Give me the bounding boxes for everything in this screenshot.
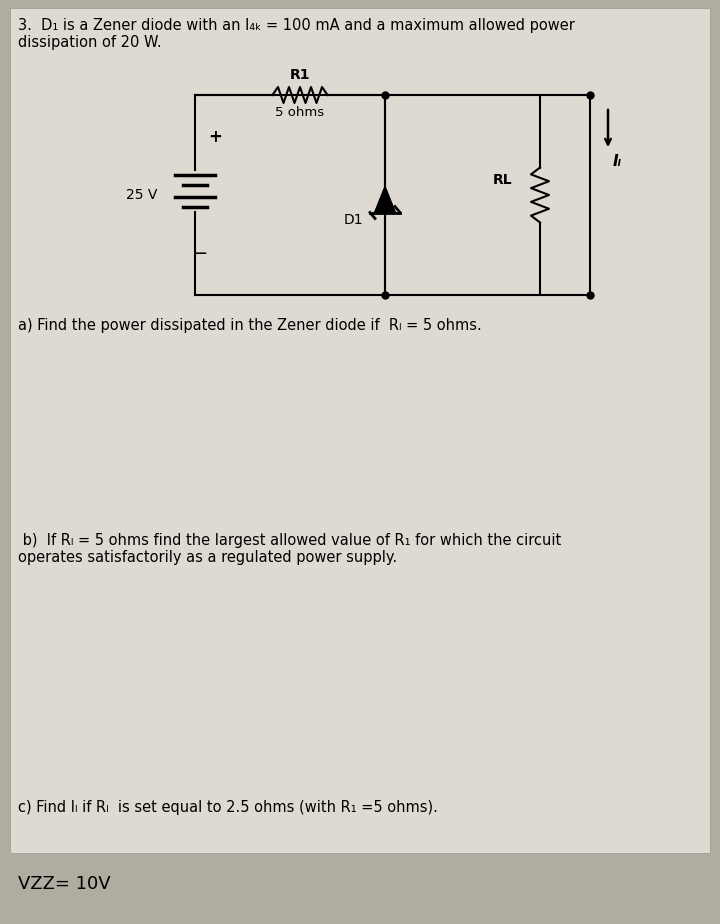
Text: b)  If Rₗ = 5 ohms find the largest allowed value of R₁ for which the circuit: b) If Rₗ = 5 ohms find the largest allow… — [18, 533, 562, 548]
Text: c) Find Iₗ if Rₗ  is set equal to 2.5 ohms (with R₁ =5 ohms).: c) Find Iₗ if Rₗ is set equal to 2.5 ohm… — [18, 800, 438, 815]
Text: RL: RL — [492, 173, 512, 187]
Text: 5 ohms: 5 ohms — [276, 106, 325, 119]
Polygon shape — [375, 188, 395, 213]
Text: 3.  D₁ is a Zener diode with an I₄ₖ = 100 mA and a maximum allowed power: 3. D₁ is a Zener diode with an I₄ₖ = 100… — [18, 18, 575, 33]
Text: VZZ= 10V: VZZ= 10V — [18, 875, 111, 893]
Text: 25 V: 25 V — [125, 188, 157, 202]
FancyBboxPatch shape — [10, 8, 710, 853]
Text: +: + — [208, 128, 222, 146]
Text: −: − — [192, 244, 208, 262]
Text: D1: D1 — [343, 213, 363, 227]
Text: Iₗ: Iₗ — [613, 154, 622, 169]
Text: operates satisfactorily as a regulated power supply.: operates satisfactorily as a regulated p… — [18, 550, 397, 565]
Text: R1: R1 — [289, 68, 310, 82]
Text: a) Find the power dissipated in the Zener diode if  Rₗ = 5 ohms.: a) Find the power dissipated in the Zene… — [18, 318, 482, 333]
Text: dissipation of 20 W.: dissipation of 20 W. — [18, 35, 161, 50]
